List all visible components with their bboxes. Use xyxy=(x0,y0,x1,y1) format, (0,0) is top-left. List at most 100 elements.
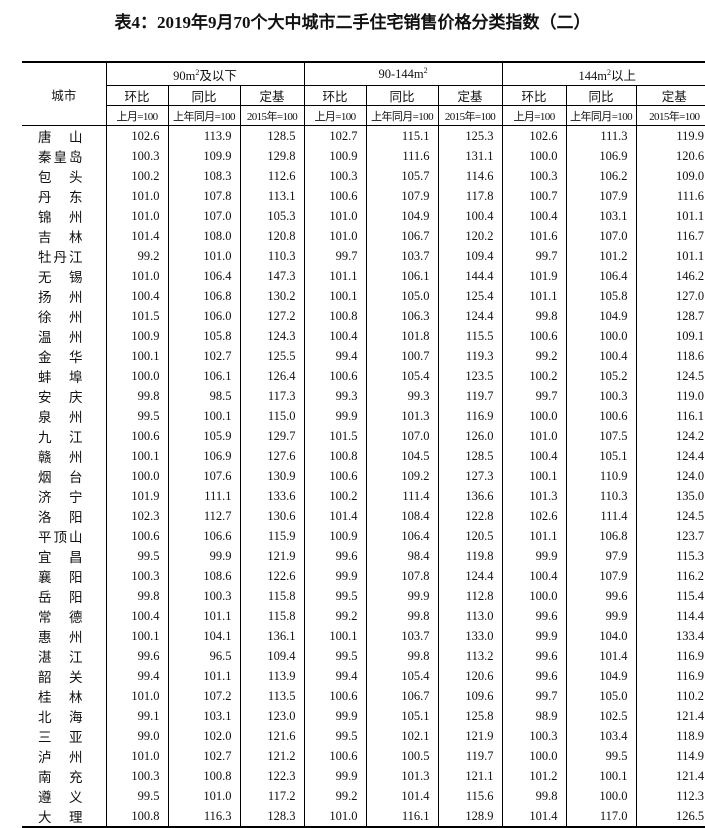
index-value: 100.3 xyxy=(167,586,240,606)
city-name: 吉林 xyxy=(38,230,84,245)
table-row: 北海 99.1 103.1 123.0 99.9 105.1 125.8 98.9 102.5 1… xyxy=(22,706,705,726)
index-value: 146.2 xyxy=(635,266,705,286)
index-value: 123.5 xyxy=(437,366,503,386)
index-value: 101.0 xyxy=(303,806,367,827)
index-value: 99.8 xyxy=(105,386,168,406)
index-value: 102.7 xyxy=(167,746,240,766)
index-value: 107.6 xyxy=(167,466,240,486)
index-value: 100.3 xyxy=(501,726,567,746)
table-row: 惠州 100.1 104.1 136.1 100.1 103.7 133.0 99.9 104.… xyxy=(22,626,705,646)
index-value: 109.2 xyxy=(365,466,439,486)
index-value: 124.5 xyxy=(635,506,705,526)
index-value: 105.1 xyxy=(565,446,637,466)
index-value: 115.1 xyxy=(365,125,439,146)
city-name: 扬州 xyxy=(38,290,84,305)
city-name: 南充 xyxy=(38,770,84,785)
index-value: 101.1 xyxy=(501,286,567,306)
index-value: 99.8 xyxy=(105,586,168,606)
index-value: 102.5 xyxy=(565,706,637,726)
header-metric: 环比 xyxy=(105,85,168,106)
header-base: 上年同月=100 xyxy=(365,105,439,126)
index-value: 99.6 xyxy=(501,666,567,686)
city-name: 大理 xyxy=(38,810,84,825)
index-value: 99.7 xyxy=(501,246,567,266)
index-value: 100.4 xyxy=(303,326,367,346)
index-value: 99.8 xyxy=(365,646,439,666)
index-value: 111.4 xyxy=(565,506,637,526)
header-city: 城市 xyxy=(22,62,106,126)
city-name: 锦州 xyxy=(38,210,84,225)
index-value: 100.1 xyxy=(167,406,240,426)
index-value: 120.2 xyxy=(437,226,503,246)
index-value: 126.0 xyxy=(437,426,503,446)
index-value: 110.3 xyxy=(565,486,637,506)
index-value: 105.1 xyxy=(365,706,439,726)
index-value: 101.1 xyxy=(635,206,705,226)
index-value: 104.1 xyxy=(167,626,240,646)
index-value: 130.2 xyxy=(239,286,305,306)
index-value: 121.6 xyxy=(239,726,305,746)
index-value: 99.5 xyxy=(303,646,367,666)
index-value: 100.3 xyxy=(105,566,168,586)
city-name: 蚌埠 xyxy=(38,370,84,385)
city-name: 宜昌 xyxy=(38,550,84,565)
index-value: 105.8 xyxy=(167,326,240,346)
index-value: 99.5 xyxy=(105,546,168,566)
index-value: 100.1 xyxy=(303,286,367,306)
header-base: 2015年=100 xyxy=(239,105,305,126)
index-value: 112.8 xyxy=(437,586,503,606)
index-value: 109.6 xyxy=(437,686,503,706)
index-value: 98.9 xyxy=(501,706,567,726)
index-value: 127.6 xyxy=(239,446,305,466)
table-row: 平顶山 100.6 106.6 115.9 100.9 106.4 120.5 101.1 10… xyxy=(22,526,705,546)
city-name: 唐山 xyxy=(38,130,84,145)
index-value: 101.0 xyxy=(105,206,168,226)
index-value: 109.4 xyxy=(437,246,503,266)
index-value: 109.4 xyxy=(239,646,305,666)
index-value: 104.0 xyxy=(565,626,637,646)
index-value: 100.0 xyxy=(105,466,168,486)
index-value: 101.8 xyxy=(365,326,439,346)
index-value: 100.8 xyxy=(105,806,168,827)
city-name: 丹东 xyxy=(38,190,84,205)
index-value: 100.1 xyxy=(303,626,367,646)
index-value: 99.8 xyxy=(365,606,439,626)
index-value: 99.1 xyxy=(105,706,168,726)
index-value: 101.4 xyxy=(303,506,367,526)
index-value: 99.9 xyxy=(303,766,367,786)
index-value: 113.1 xyxy=(239,186,305,206)
index-value: 127.3 xyxy=(437,466,503,486)
index-value: 100.0 xyxy=(501,746,567,766)
table-row: 无锡 101.0 106.4 147.3 101.1 106.1 144.4 101.9 106… xyxy=(22,266,705,286)
index-value: 100.1 xyxy=(105,346,168,366)
index-value: 109.9 xyxy=(167,146,240,166)
index-value: 100.4 xyxy=(501,566,567,586)
table-row: 安庆 99.8 98.5 117.3 99.3 99.3 119.7 99.7 100.3 119… xyxy=(22,386,705,406)
index-value: 103.4 xyxy=(565,726,637,746)
index-value: 111.4 xyxy=(365,486,439,506)
index-value: 106.0 xyxy=(167,306,240,326)
index-value: 128.3 xyxy=(239,806,305,827)
index-value: 100.2 xyxy=(501,366,567,386)
index-value: 124.5 xyxy=(635,366,705,386)
index-value: 100.4 xyxy=(501,446,567,466)
city-name: 北海 xyxy=(38,710,84,725)
index-value: 114.9 xyxy=(635,746,705,766)
index-value: 122.6 xyxy=(239,566,305,586)
index-value: 105.9 xyxy=(167,426,240,446)
index-value: 121.9 xyxy=(239,546,305,566)
index-value: 99.9 xyxy=(303,566,367,586)
table-row: 桂林 101.0 107.2 113.5 100.6 106.7 109.6 99.7 105.… xyxy=(22,686,705,706)
index-value: 100.6 xyxy=(303,186,367,206)
index-value: 99.9 xyxy=(501,626,567,646)
index-value: 100.6 xyxy=(303,686,367,706)
index-value: 104.9 xyxy=(365,206,439,226)
index-value: 99.8 xyxy=(501,306,567,326)
index-value: 99.2 xyxy=(105,246,168,266)
index-value: 101.1 xyxy=(635,246,705,266)
index-value: 100.8 xyxy=(303,306,367,326)
index-value: 133.4 xyxy=(635,626,705,646)
city-name: 湛江 xyxy=(38,650,84,665)
table-row: 大理 100.8 116.3 128.3 101.0 116.1 128.9 101.4 117… xyxy=(22,806,705,827)
table-row: 遵义 99.5 101.0 117.2 99.2 101.4 115.6 99.8 100.0 1… xyxy=(22,786,705,806)
